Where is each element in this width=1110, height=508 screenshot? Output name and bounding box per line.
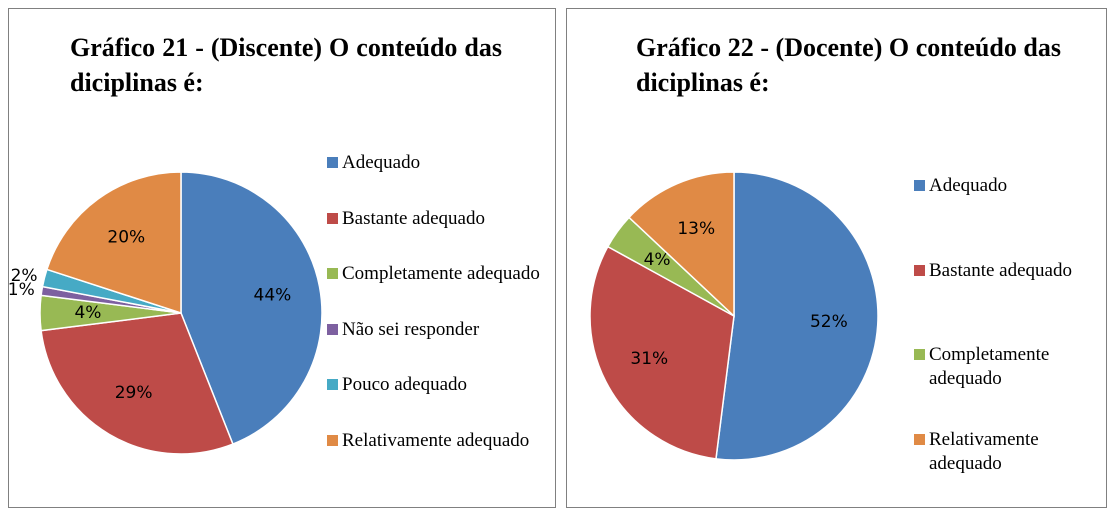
data-label: 52%: [810, 312, 848, 332]
legend-item: Completamente adequado: [327, 262, 547, 286]
legend-item: Completamente adequado: [914, 343, 1104, 391]
legend-item: Bastante adequado: [914, 259, 1104, 283]
pie-slice: [180, 171, 323, 446]
legend-swatch: [914, 264, 925, 276]
legend-label: Bastante adequado: [342, 207, 485, 229]
legend-item: Relativamente adequado: [914, 428, 1104, 476]
chart-title: Gráfico 21 - (Discente) O conteúdo das d…: [70, 33, 502, 97]
legend-item: Bastante adequado: [327, 207, 547, 231]
chart: 44% 29% 4% 1%2% 20% 52% 31% 4% 13%: [8, 171, 879, 461]
chart-title: Gráfico 22 - (Docente) O conteúdo das di…: [636, 33, 1061, 97]
legend-swatch: [914, 180, 925, 191]
legend-swatch: [327, 212, 338, 224]
legend-item: Adequado: [327, 151, 547, 175]
legend-swatch: [327, 157, 338, 168]
legend-item: Pouco adequado: [327, 373, 547, 397]
legend-label: Completamente adequado: [929, 344, 1050, 389]
legend-swatch: [327, 379, 338, 390]
pie-slice: [45, 171, 182, 315]
legend-label: Adequado: [342, 152, 421, 173]
legend-swatch: [327, 323, 338, 335]
legend-label: Relativamente adequado: [342, 429, 530, 451]
pie-slice: [589, 245, 735, 460]
legend-label: Adequado: [929, 175, 1008, 196]
data-label: 2%: [11, 266, 38, 286]
data-label: 4%: [74, 303, 101, 323]
legend-label: Completamente adequado: [342, 263, 540, 284]
legend-label: Pouco adequado: [342, 374, 468, 395]
legend-label: Relativamente adequado: [929, 428, 1039, 474]
legend-swatch: [914, 349, 925, 360]
data-label: 31%: [630, 349, 668, 369]
data-label: 20%: [107, 228, 145, 248]
legend-swatch: [327, 268, 338, 279]
data-label: 1%: [8, 280, 35, 300]
data-label: 13%: [677, 219, 715, 239]
legend-swatch: [914, 433, 925, 445]
legend-label: Não sei responder: [342, 318, 480, 340]
data-label: 4%: [644, 250, 671, 270]
legend-swatch: [327, 434, 338, 446]
legend-item: Relativamente adequado: [327, 429, 547, 453]
pie-slice: [715, 171, 879, 461]
page: Gráfico 21 - (Discente) O conteúdo das d…: [7, 8, 1107, 508]
pie-slice: [40, 312, 234, 455]
pie-slice: [627, 171, 735, 318]
data-label: 29%: [115, 383, 153, 403]
data-label: 44%: [254, 286, 292, 306]
legend-item: Adequado: [914, 174, 1104, 198]
legend-item: Não sei responder: [327, 318, 547, 342]
legend-label: Bastante adequado: [929, 259, 1072, 281]
